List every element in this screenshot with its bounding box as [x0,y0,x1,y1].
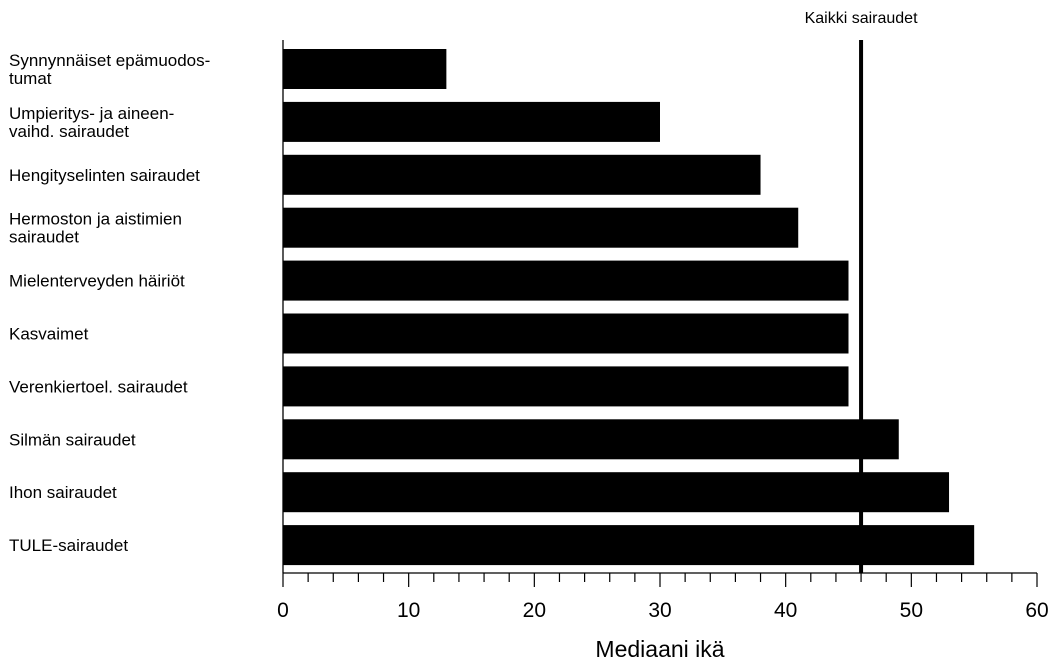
bar [283,101,660,142]
category-label: Silmän sairaudet [9,430,136,449]
category-label: Umpieritys- ja aineen-vaihd. sairaudet [9,104,174,141]
bar [283,207,799,248]
x-tick-label: 50 [900,599,923,622]
bar [283,313,849,354]
category-label: Hermoston ja aistimien sairaudet [9,210,182,247]
category-label-line: Mielenterveyden häiriöt [9,272,185,291]
bar [283,260,849,301]
category-label-line: sairaudet [9,228,79,247]
category-label-line: Verenkiertoel. sairaudet [9,377,188,396]
bar [283,472,950,513]
category-label-line: vaihd. sairaudet [9,122,129,141]
category-label-line: Silmän sairaudet [9,430,136,449]
bar [283,366,849,407]
x-tick-label: 40 [774,599,797,622]
category-label: Hengityselinten sairaudet [9,166,200,185]
x-tick-label: 30 [648,599,671,622]
category-label: TULE-sairaudet [9,536,128,555]
reference-line-group: Kaikki sairaudet [805,10,919,573]
reference-line-label: Kaikki sairaudet [805,10,919,27]
category-label: Kasvaimet [9,325,89,344]
x-tick-label: 10 [397,599,420,622]
category-label-line: Kasvaimet [9,325,89,344]
category-label-line: Hermoston ja aistimien [9,210,182,229]
category-label-line: Umpieritys- ja aineen- [9,104,174,123]
bar [283,419,899,460]
category-label: Ihon sairaudet [9,483,117,502]
category-label-line: TULE-sairaudet [9,536,128,555]
bars-layer [283,49,975,566]
category-label-line: Synnynnäiset epämuodos- [9,51,210,70]
category-label-line: tumat [9,69,52,88]
bar [283,525,975,566]
category-label: Verenkiertoel. sairaudet [9,377,188,396]
x-tick-label: 60 [1025,599,1048,622]
bar [283,49,447,89]
x-axis: 0 10 20 30 40 50 60 Mediaani ikä [277,40,1049,662]
category-label-line: Ihon sairaudet [9,483,117,502]
x-axis-title: Mediaani ikä [595,636,724,662]
x-tick-label: 0 [277,599,289,622]
bar [283,154,761,195]
category-label-line: Hengityselinten sairaudet [9,166,200,185]
x-tick-label: 20 [523,599,546,622]
category-label: Mielenterveyden häiriöt [9,272,185,291]
category-label: Synnynnäiset epämuodos-tumat [9,51,210,88]
category-labels: Synnynnäiset epämuodos-tumat Umpieritys- … [9,51,210,555]
